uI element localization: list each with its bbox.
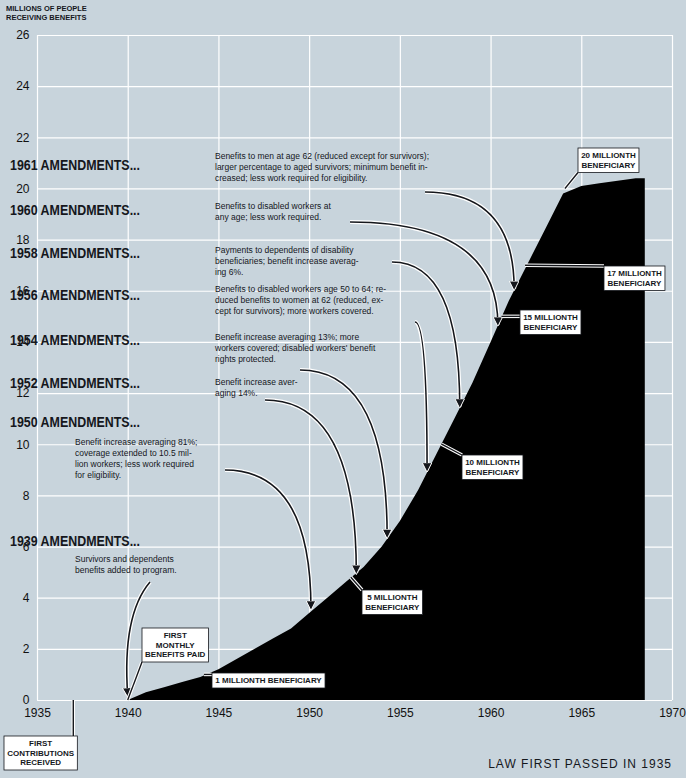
svg-text:2: 2	[23, 642, 30, 656]
svg-text:8: 8	[23, 489, 30, 503]
svg-text:LAW FIRST PASSED IN 1935: LAW FIRST PASSED IN 1935	[488, 757, 672, 771]
svg-text:22: 22	[16, 131, 30, 145]
svg-text:1 MILLIONTH BENEFICIARY: 1 MILLIONTH BENEFICIARY	[215, 676, 322, 685]
svg-text:1961 AMENDMENTS...: 1961 AMENDMENTS...	[10, 157, 140, 173]
svg-text:1965: 1965	[568, 706, 595, 720]
svg-text:1935: 1935	[24, 706, 51, 720]
svg-text:1958 AMENDMENTS...: 1958 AMENDMENTS...	[10, 245, 140, 261]
svg-text:1952 AMENDMENTS...: 1952 AMENDMENTS...	[10, 375, 140, 391]
svg-text:1950 AMENDMENTS...: 1950 AMENDMENTS...	[10, 414, 140, 430]
svg-text:15 MILLIONTHBENEFICIARY: 15 MILLIONTHBENEFICIARY	[523, 313, 578, 332]
svg-text:Benefit increase averaging 81%: Benefit increase averaging 81%;coverage …	[75, 437, 197, 480]
svg-text:Benefits to disabled workers a: Benefits to disabled workers age 50 to 6…	[215, 284, 386, 316]
svg-text:0: 0	[23, 693, 30, 707]
svg-text:1940: 1940	[115, 706, 142, 720]
svg-text:Benefits to men at age 62 (red: Benefits to men at age 62 (reduced excep…	[215, 151, 429, 183]
svg-text:1945: 1945	[206, 706, 233, 720]
svg-text:MILLIONS OF PEOPLERECEIVING BE: MILLIONS OF PEOPLERECEIVING BENEFITS	[6, 4, 87, 22]
svg-text:5 MILLIONTHBENEFICIARY: 5 MILLIONTHBENEFICIARY	[365, 593, 420, 612]
svg-text:20: 20	[16, 182, 30, 196]
svg-text:1954 AMENDMENTS...: 1954 AMENDMENTS...	[10, 332, 140, 348]
svg-text:1970: 1970	[659, 706, 686, 720]
svg-text:10 MILLIONTHBENEFICIARY: 10 MILLIONTHBENEFICIARY	[465, 458, 520, 477]
svg-text:24: 24	[16, 79, 30, 93]
svg-text:12: 12	[16, 386, 30, 401]
svg-text:1960: 1960	[478, 706, 505, 720]
svg-text:Survivors and dependentsbenefi: Survivors and dependentsbenefits added t…	[75, 554, 177, 575]
svg-text:FIRSTMONTHLYBENEFITS PAID: FIRSTMONTHLYBENEFITS PAID	[145, 631, 206, 659]
svg-text:17 MILLIONTHBENEFICIARY: 17 MILLIONTHBENEFICIARY	[607, 269, 662, 288]
svg-text:Payments to dependents of disa: Payments to dependents of disabilitybene…	[215, 245, 359, 277]
svg-text:1956 AMENDMENTS...: 1956 AMENDMENTS...	[10, 287, 140, 303]
svg-text:Benefit increase averaging 13%: Benefit increase averaging 13%; morework…	[214, 332, 376, 364]
svg-text:FIRSTCONTRIBUTIONSRECEIVED: FIRSTCONTRIBUTIONSRECEIVED	[7, 739, 74, 767]
svg-text:10: 10	[16, 438, 30, 452]
svg-text:Benefit increase aver-aging 14: Benefit increase aver-aging 14%.	[215, 377, 298, 398]
svg-text:1950: 1950	[296, 706, 323, 720]
svg-text:4: 4	[23, 591, 30, 605]
svg-text:20 MILLIONTHBENEFICIARY: 20 MILLIONTHBENEFICIARY	[581, 151, 636, 170]
svg-text:1960 AMENDMENTS...: 1960 AMENDMENTS...	[10, 202, 140, 218]
svg-text:26: 26	[16, 28, 30, 42]
svg-text:Benefits to disabled workers a: Benefits to disabled workers atany age; …	[215, 201, 331, 222]
svg-text:1955: 1955	[387, 706, 414, 720]
svg-text:18: 18	[16, 233, 30, 247]
svg-text:1939 AMENDMENTS...: 1939 AMENDMENTS...	[10, 533, 140, 549]
